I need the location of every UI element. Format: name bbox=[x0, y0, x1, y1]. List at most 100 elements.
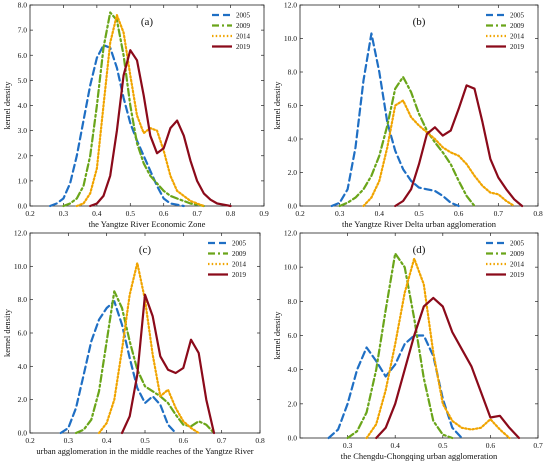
legend: 2005 2009 2014 2019 bbox=[212, 12, 251, 51]
chart-panel: 0.3 0.4 0.5 0.6 0.7 0.0 2.0 4.0 6.0 8.0 10.0 12.0 th… bbox=[272, 229, 543, 462]
legend-label: 2014 bbox=[236, 33, 251, 41]
series-line-2014 bbox=[362, 99, 516, 208]
chart-panel: 0.2 0.3 0.4 0.5 0.6 0.7 0.8 0.0 2.0 4.0 6.0 8.0 10.0… bbox=[2, 229, 265, 457]
series-line-2014 bbox=[365, 257, 511, 440]
y-tick-label: 1.0 bbox=[18, 176, 28, 185]
legend-label: 2014 bbox=[510, 33, 525, 41]
x-tick-label: 0.8 bbox=[255, 436, 265, 445]
y-tick-label: 4.0 bbox=[18, 362, 28, 371]
x-tick-label: 0.5 bbox=[140, 436, 150, 445]
x-tick-label: 0.4 bbox=[375, 209, 385, 218]
x-tick-label: 0.6 bbox=[486, 441, 496, 450]
y-tick-label: 6.0 bbox=[288, 331, 298, 340]
y-tick-label: 5.0 bbox=[18, 76, 28, 85]
y-tick-label: 0.0 bbox=[18, 202, 28, 211]
y-tick-label: 0.0 bbox=[288, 434, 298, 443]
legend-label: 2019 bbox=[510, 271, 525, 279]
y-axis-label: kernel density bbox=[272, 81, 282, 130]
legend-label: 2005 bbox=[232, 240, 247, 248]
y-tick-label: 12.0 bbox=[284, 229, 297, 238]
legend-label: 2005 bbox=[510, 12, 525, 20]
chart-panel: 0.2 0.3 0.4 0.5 0.6 0.7 0.8 0.9 0.0 1.0 2.0 3.0 4.0 5… bbox=[2, 1, 269, 230]
x-tick-label: 0.9 bbox=[259, 209, 269, 218]
series-line-2019 bbox=[89, 49, 232, 208]
x-tick-label: 0.2 bbox=[25, 209, 35, 218]
y-tick-label: 2.0 bbox=[288, 168, 298, 177]
legend-label: 2019 bbox=[236, 43, 251, 51]
series-line-2005 bbox=[330, 32, 460, 208]
series-line-2019 bbox=[375, 296, 521, 440]
y-tick-label: 2.0 bbox=[18, 395, 28, 404]
series-line-2005 bbox=[49, 44, 185, 208]
x-tick-label: 0.8 bbox=[226, 209, 236, 218]
x-tick-label: 0.7 bbox=[494, 209, 504, 218]
x-axis-label: the Yangtze River Delta urban agglomerat… bbox=[342, 219, 497, 229]
x-tick-label: 0.7 bbox=[217, 436, 227, 445]
y-tick-label: 0.0 bbox=[288, 202, 298, 211]
series-line-2014 bbox=[97, 261, 200, 435]
y-tick-label: 2.0 bbox=[18, 151, 28, 160]
legend-label: 2005 bbox=[236, 12, 251, 20]
legend: 2005 2009 2014 2019 bbox=[486, 12, 525, 51]
legend: 2005 2009 2014 2019 bbox=[208, 240, 247, 279]
x-axis-label: the Yangtze River Economic Zone bbox=[89, 219, 206, 229]
y-tick-label: 8.0 bbox=[288, 297, 298, 306]
y-tick-label: 8.0 bbox=[18, 1, 28, 10]
x-tick-label: 0.3 bbox=[335, 209, 345, 218]
x-tick-label: 0.4 bbox=[92, 209, 102, 218]
panel-tag: (d) bbox=[413, 244, 426, 256]
x-tick-label: 0.4 bbox=[391, 441, 401, 450]
series-line-2005 bbox=[59, 300, 177, 435]
y-tick-label: 4.0 bbox=[18, 101, 28, 110]
x-tick-label: 0.6 bbox=[179, 436, 189, 445]
panel-tag: (b) bbox=[413, 16, 426, 28]
series-line-2019 bbox=[120, 293, 216, 435]
y-tick-label: 6.0 bbox=[18, 51, 28, 60]
legend-label: 2005 bbox=[510, 240, 525, 248]
x-axis-label: the Chengdu-Chongqing urban agglomeratio… bbox=[341, 451, 498, 461]
plot-frame bbox=[29, 4, 265, 207]
y-tick-label: 8.0 bbox=[18, 295, 28, 304]
y-tick-label: 6.0 bbox=[288, 101, 298, 110]
legend: 2005 2009 2014 2019 bbox=[486, 240, 525, 279]
x-tick-label: 0.3 bbox=[59, 209, 69, 218]
series-line-2009 bbox=[338, 75, 476, 208]
x-tick-label: 0.6 bbox=[454, 209, 464, 218]
x-tick-label: 0.7 bbox=[533, 441, 543, 450]
y-tick-label: 12.0 bbox=[284, 1, 297, 10]
series-line-2009 bbox=[346, 252, 454, 440]
legend-label: 2014 bbox=[232, 261, 247, 269]
legend-label: 2014 bbox=[510, 261, 525, 269]
legend-label: 2009 bbox=[236, 22, 251, 30]
y-tick-label: 2.0 bbox=[288, 399, 298, 408]
x-tick-label: 0.8 bbox=[533, 209, 543, 218]
y-axis-label: kernel density bbox=[2, 81, 12, 130]
x-tick-label: 0.3 bbox=[343, 441, 353, 450]
y-tick-label: 4.0 bbox=[288, 365, 298, 374]
x-tick-label: 0.2 bbox=[295, 209, 305, 218]
x-tick-label: 0.2 bbox=[25, 436, 35, 445]
panel-tag: (a) bbox=[141, 16, 154, 28]
legend-label: 2019 bbox=[510, 43, 525, 51]
x-tick-label: 0.7 bbox=[192, 209, 202, 218]
x-tick-label: 0.4 bbox=[102, 436, 112, 445]
legend-label: 2009 bbox=[510, 250, 525, 258]
series-line-2014 bbox=[75, 14, 205, 208]
y-tick-label: 10.0 bbox=[284, 263, 297, 272]
legend-label: 2019 bbox=[232, 271, 247, 279]
x-tick-label: 0.5 bbox=[414, 209, 424, 218]
y-axis-label: kernel density bbox=[2, 308, 12, 357]
x-tick-label: 0.5 bbox=[126, 209, 136, 218]
y-tick-label: 6.0 bbox=[18, 329, 28, 338]
series-line-2019 bbox=[394, 84, 524, 208]
x-tick-label: 0.6 bbox=[159, 209, 169, 218]
y-axis-label: kernel density bbox=[272, 311, 282, 360]
series-line-2009 bbox=[74, 290, 216, 435]
x-tick-label: 0.5 bbox=[438, 441, 448, 450]
y-tick-label: 10.0 bbox=[14, 262, 27, 271]
series-line-2005 bbox=[327, 334, 463, 440]
y-tick-label: 4.0 bbox=[288, 135, 298, 144]
y-tick-label: 10.0 bbox=[284, 34, 297, 43]
y-tick-label: 7.0 bbox=[18, 26, 28, 35]
